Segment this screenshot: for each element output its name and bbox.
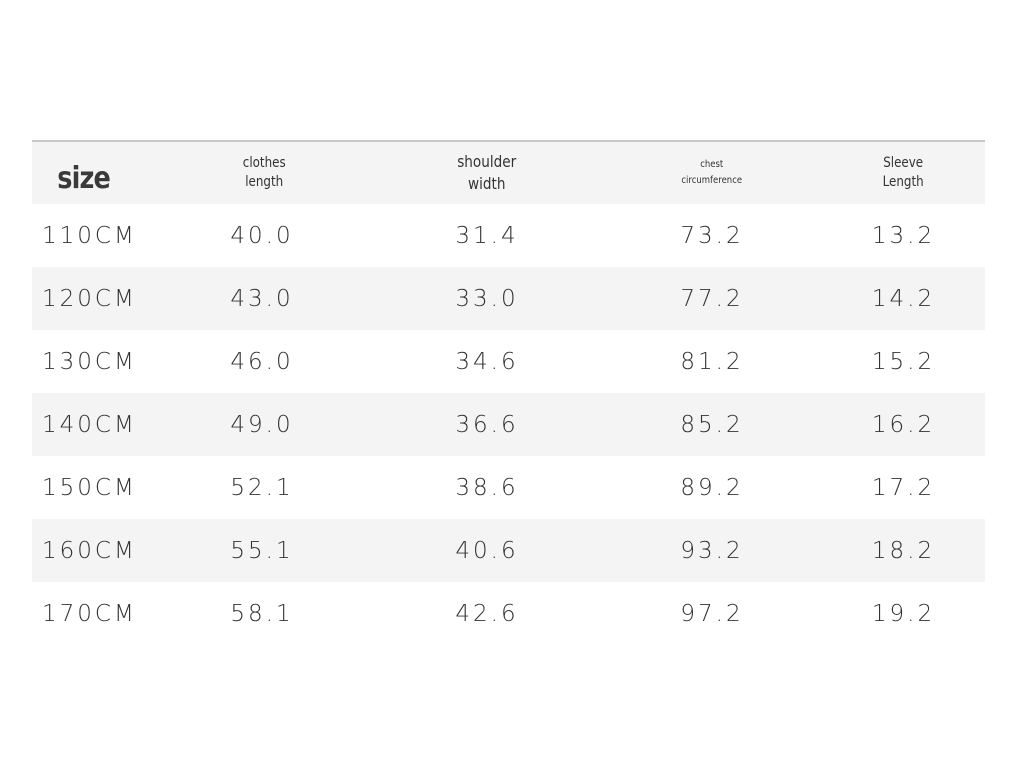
size-table: size clothes length shoulder width chest… bbox=[32, 140, 985, 645]
table-row: 150CM 52.1 38.6 89.2 17.2 bbox=[32, 456, 985, 519]
clothes-length-value: 40.0 bbox=[230, 222, 294, 249]
shoulder-width-value: 38.6 bbox=[455, 474, 519, 501]
size-value: 130CM bbox=[42, 348, 137, 375]
header-cell-size: size bbox=[32, 142, 192, 204]
header-cell-chest-circumference: chest circumference bbox=[612, 142, 812, 204]
header-cell-sleeve-length: Sleeve Length bbox=[812, 142, 985, 204]
table-row: 110CM 40.0 31.4 73.2 13.2 bbox=[32, 204, 985, 267]
chest-circumference-value: 85.2 bbox=[680, 411, 744, 438]
header-cell-clothes-length: clothes length bbox=[192, 142, 392, 204]
table-row: 130CM 46.0 34.6 81.2 15.2 bbox=[32, 330, 985, 393]
table-row: 120CM 43.0 33.0 77.2 14.2 bbox=[32, 267, 985, 330]
clothes-length-value: 46.0 bbox=[230, 348, 294, 375]
table-header: size clothes length shoulder width chest… bbox=[32, 142, 985, 204]
header-cell-shoulder-width: shoulder width bbox=[392, 142, 612, 204]
table-row: 160CM 55.1 40.6 93.2 18.2 bbox=[32, 519, 985, 582]
chest-circumference-value: 97.2 bbox=[680, 600, 744, 627]
clothes-length-value: 55.1 bbox=[230, 537, 294, 564]
size-value: 120CM bbox=[42, 285, 137, 312]
header-clothes-length-label: clothes length bbox=[243, 155, 286, 190]
shoulder-width-value: 40.6 bbox=[455, 537, 519, 564]
clothes-length-value: 52.1 bbox=[230, 474, 294, 501]
header-sleeve-length-label: Sleeve Length bbox=[882, 155, 925, 190]
size-value: 140CM bbox=[42, 411, 137, 438]
top-rule bbox=[32, 140, 985, 142]
sleeve-length-value: 15.2 bbox=[871, 348, 936, 375]
size-value: 150CM bbox=[42, 474, 137, 501]
shoulder-width-value: 42.6 bbox=[455, 600, 519, 627]
chest-circumference-value: 77.2 bbox=[680, 285, 744, 312]
size-value: 170CM bbox=[42, 600, 137, 627]
clothes-length-value: 58.1 bbox=[230, 600, 294, 627]
sleeve-length-value: 19.2 bbox=[871, 600, 936, 627]
shoulder-width-value: 34.6 bbox=[455, 348, 519, 375]
table-row: 170CM 58.1 42.6 97.2 19.2 bbox=[32, 582, 985, 645]
shoulder-width-value: 33.0 bbox=[455, 285, 519, 312]
sleeve-length-value: 13.2 bbox=[871, 222, 936, 249]
size-value: 110CM bbox=[42, 222, 137, 249]
chest-circumference-value: 89.2 bbox=[680, 474, 744, 501]
sleeve-length-value: 14.2 bbox=[871, 285, 936, 312]
header-size-label: size bbox=[57, 160, 111, 196]
chest-circumference-value: 81.2 bbox=[680, 348, 744, 375]
sleeve-length-value: 17.2 bbox=[871, 474, 936, 501]
chest-circumference-value: 93.2 bbox=[680, 537, 744, 564]
header-chest-circumference-label: chest circumference bbox=[681, 159, 743, 186]
chest-circumference-value: 73.2 bbox=[680, 222, 744, 249]
clothes-length-value: 43.0 bbox=[230, 285, 294, 312]
clothes-length-value: 49.0 bbox=[230, 411, 294, 438]
sleeve-length-value: 18.2 bbox=[871, 537, 936, 564]
table-row: 140CM 49.0 36.6 85.2 16.2 bbox=[32, 393, 985, 456]
header-shoulder-width-label: shoulder width bbox=[457, 152, 517, 193]
shoulder-width-value: 31.4 bbox=[455, 222, 519, 249]
shoulder-width-value: 36.6 bbox=[455, 411, 519, 438]
sleeve-length-value: 16.2 bbox=[871, 411, 936, 438]
size-value: 160CM bbox=[42, 537, 137, 564]
